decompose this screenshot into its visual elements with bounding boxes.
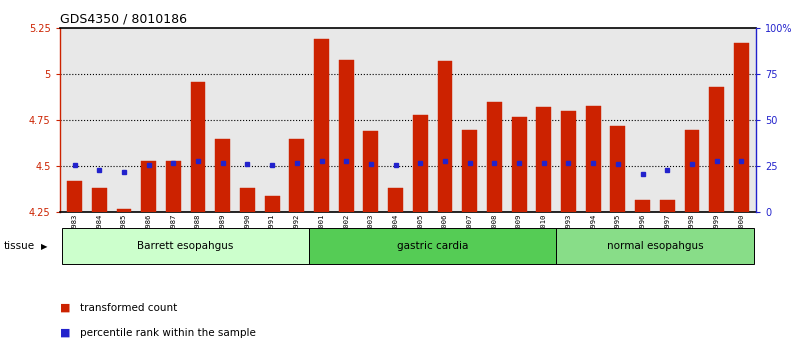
Bar: [92, 188, 107, 212]
Text: ■: ■: [60, 303, 70, 313]
Text: transformed count: transformed count: [80, 303, 177, 313]
Bar: [413, 115, 427, 212]
Text: Barrett esopahgus: Barrett esopahgus: [138, 241, 234, 251]
Bar: [709, 87, 724, 212]
Bar: [512, 117, 526, 212]
Bar: [388, 188, 403, 212]
Bar: [561, 111, 576, 212]
Bar: [635, 200, 650, 212]
Bar: [556, 228, 754, 264]
Text: ▶: ▶: [41, 241, 48, 251]
Bar: [215, 139, 230, 212]
Bar: [290, 139, 304, 212]
Bar: [309, 228, 556, 264]
Bar: [67, 181, 82, 212]
Bar: [487, 102, 501, 212]
Bar: [462, 130, 477, 212]
Text: normal esopahgus: normal esopahgus: [607, 241, 703, 251]
Text: gastric cardia: gastric cardia: [397, 241, 468, 251]
Bar: [240, 188, 255, 212]
Bar: [314, 39, 329, 212]
Bar: [685, 130, 700, 212]
Bar: [660, 200, 675, 212]
Bar: [62, 228, 309, 264]
Text: ■: ■: [60, 328, 70, 338]
Bar: [339, 59, 353, 212]
Bar: [734, 43, 749, 212]
Bar: [166, 161, 181, 212]
Bar: [116, 209, 131, 212]
Text: percentile rank within the sample: percentile rank within the sample: [80, 328, 256, 338]
Bar: [265, 196, 279, 212]
Bar: [586, 105, 601, 212]
Bar: [190, 82, 205, 212]
Bar: [364, 131, 378, 212]
Bar: [611, 126, 626, 212]
Bar: [438, 62, 452, 212]
Text: GDS4350 / 8010186: GDS4350 / 8010186: [60, 12, 187, 25]
Bar: [537, 108, 551, 212]
Text: tissue: tissue: [4, 241, 35, 251]
Bar: [141, 161, 156, 212]
